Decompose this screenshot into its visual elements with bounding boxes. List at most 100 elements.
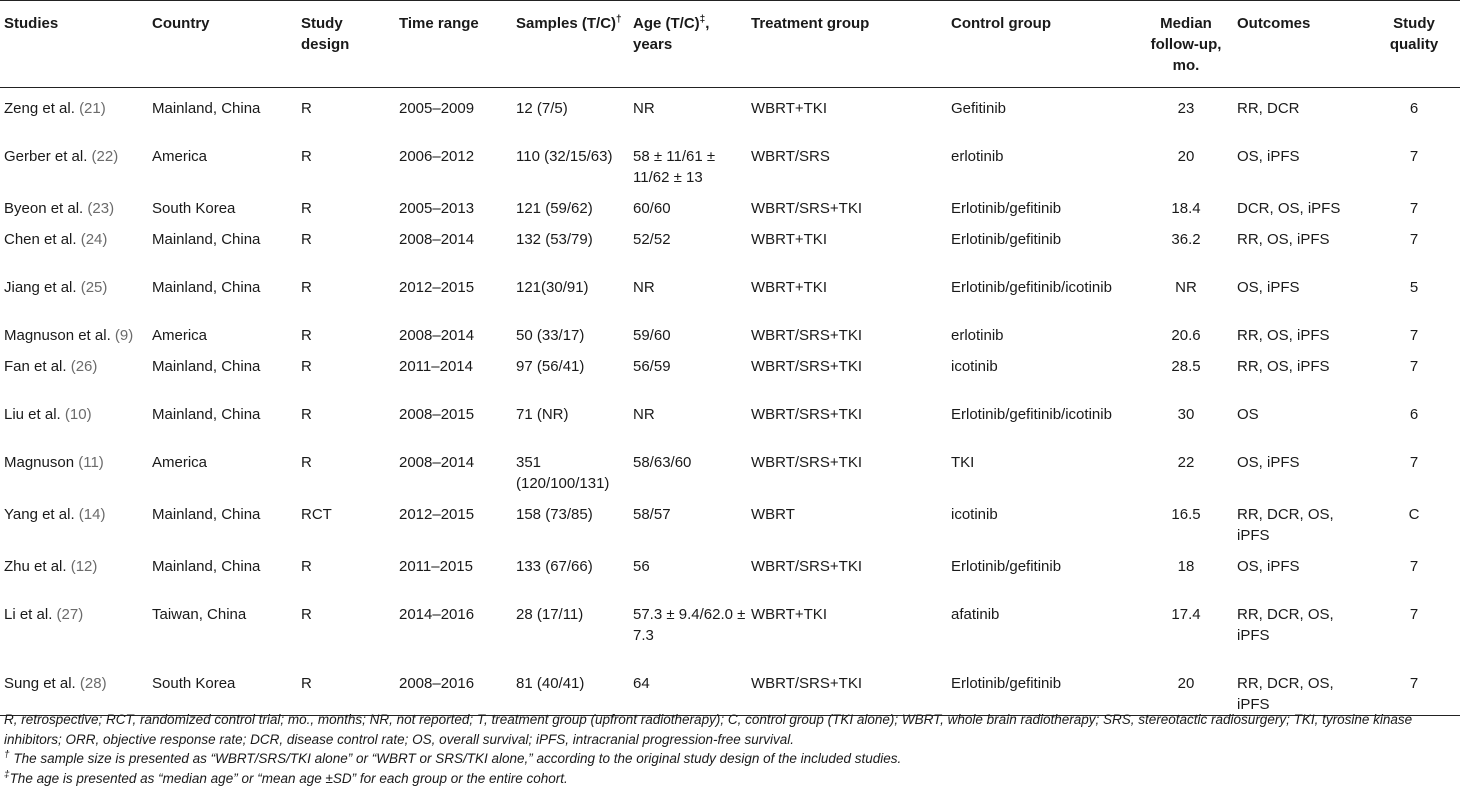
col-treatment: Treatment group [747,0,947,88]
cell-outcomes: OS [1237,405,1259,423]
table-row: Fan et al. (26) Mainland, China R 2011–2014… [0,346,1460,394]
cell-design: RCT [301,505,332,523]
table-row: Sung et al. (28) South Korea R 2008–2016 81 … [0,662,1460,716]
study-author: Fan et al. [4,357,67,375]
cell-samples: 12 (7/5) [516,100,568,117]
table-footnotes: R, retrospective; RCT, randomized contro… [4,710,1456,788]
study-author: Li et al. [4,605,53,623]
cell-outcomes: OS, iPFS [1237,557,1300,575]
study-author: Gerber et al. [4,147,88,165]
cell-design: R [301,230,312,248]
table-row: Zeng et al. (21) Mainland, China R 2005–200… [0,88,1460,136]
cell-followup: 18.4 [1171,199,1201,217]
col-outcomes: Outcomes [1233,0,1368,88]
cell-control: erlotinib [951,326,1004,344]
col-followup: Median follow-up, mo. [1139,0,1233,88]
cell-time: 2005–2013 [399,199,475,217]
cell-treatment: WBRT+TKI [751,230,827,248]
cell-followup: 20 [1139,662,1233,716]
cell-age: 60/60 [633,199,671,217]
cell-time: 2014–2016 [399,605,475,623]
cell-quality: 6 [1409,100,1419,117]
cell-design: R [301,326,312,344]
cell-time: 2006–2012 [399,147,475,165]
cell-quality: 7 [1409,199,1419,217]
cell-control: icotinib [951,357,998,375]
cell-time: 2008–2014 [399,326,475,344]
study-author: Byeon et al. [4,199,84,217]
cell-study: Fan et al. (26) [0,346,148,394]
cell-samples: 110 (32/15/63) [516,147,613,165]
cell-time: 2011–2015 [399,557,473,575]
study-author: Zhu et al. [4,557,67,575]
col-samples: Samples (T/C)† [512,0,629,88]
cell-country: Mainland, China [152,100,261,117]
study-reference: (27) [56,605,84,623]
cell-samples: 97 (56/41) [516,357,585,375]
cell-samples: 121 (59/62) [516,199,593,217]
study-author: Magnuson [4,453,75,471]
study-reference: (22) [91,147,119,165]
table-row: Zhu et al. (12) Mainland, China R 2011–2015… [0,546,1460,594]
header-row: Studies Country Study design Time range … [0,0,1460,88]
cell-control: Erlotinib/gefitinib [951,557,1062,575]
cell-study: Byeon et al. (23) [0,188,148,219]
cell-treatment: WBRT/SRS+TKI [751,557,862,575]
footnote-abbreviations: R, retrospective; RCT, randomized contro… [4,712,1413,747]
col-age-label: Age (T/C) [633,15,700,32]
cell-age: NR [633,278,655,296]
cell-quality: 5 [1409,278,1419,296]
cell-quality: 7 [1409,605,1419,623]
cell-age: 59/60 [633,326,671,344]
cell-control: TKI [951,453,975,471]
table-row: Yang et al. (14) Mainland, China RCT 2012–2… [0,494,1460,546]
col-control: Control group [947,0,1139,88]
study-reference: (23) [87,199,115,217]
cell-study: Liu et al. (10) [0,394,148,442]
cell-outcomes: DCR, OS, iPFS [1237,199,1341,217]
study-reference: (14) [78,505,106,523]
studies-table: Studies Country Study design Time range … [0,0,1460,716]
cell-quality: 7 [1409,357,1419,375]
cell-treatment: WBRT+TKI [751,605,827,623]
cell-study: Magnuson et al. (9) [0,315,148,346]
cell-age: 58 ± 11/61 ± 11/62 ± 13 [633,147,716,186]
cell-time: 2008–2014 [399,453,475,471]
cell-age: 57.3 ± 9.4/62.0 ± 7.3 [633,605,746,644]
cell-country: Mainland, China [152,357,261,375]
col-age-unit: , years [633,15,710,53]
cell-control: Erlotinib/gefitinib/icotinib [951,278,1112,296]
cell-country: Mainland, China [152,405,261,423]
cell-age: NR [633,100,655,117]
cell-quality: 7 [1368,662,1460,716]
cell-design: R [301,605,312,623]
cell-control: Erlotinib/gefitinib/icotinib [951,405,1112,423]
cell-time: 2005–2009 [399,100,475,117]
cell-outcomes: RR, OS, iPFS [1237,326,1330,344]
cell-control: Erlotinib/gefitinib [951,199,1062,217]
table-row: Chen et al. (24) Mainland, China R 2008–201… [0,219,1460,267]
cell-treatment: WBRT/SRS [751,147,830,165]
cell-treatment: WBRT/SRS+TKI [751,199,862,217]
cell-age: 56 [633,557,650,575]
cell-study: Yang et al. (14) [0,494,148,546]
cell-control: Erlotinib/gefitinib [947,662,1139,716]
cell-design: R [301,357,312,375]
cell-outcomes: RR, DCR, OS, iPFS [1237,505,1334,544]
cell-country: Taiwan, China [152,605,247,623]
cell-age: 56/59 [633,357,671,375]
cell-design: R [301,453,312,471]
footnote-ddagger: ‡The age is presented as “median age” or… [4,769,1456,789]
cell-treatment: WBRT+TKI [751,278,827,296]
cell-time: 2008–2015 [399,405,475,423]
col-age: Age (T/C)‡, years [629,0,747,88]
cell-age: NR [633,405,655,423]
cell-followup: 17.4 [1171,605,1201,623]
cell-outcomes: RR, OS, iPFS [1237,357,1330,375]
cell-design: R [301,100,312,117]
col-studies: Studies [0,0,148,88]
cell-study: Magnuson (11) [0,442,148,494]
cell-followup: 36.2 [1171,230,1201,248]
cell-outcomes: OS, iPFS [1237,453,1300,471]
cell-design: R [301,199,312,217]
